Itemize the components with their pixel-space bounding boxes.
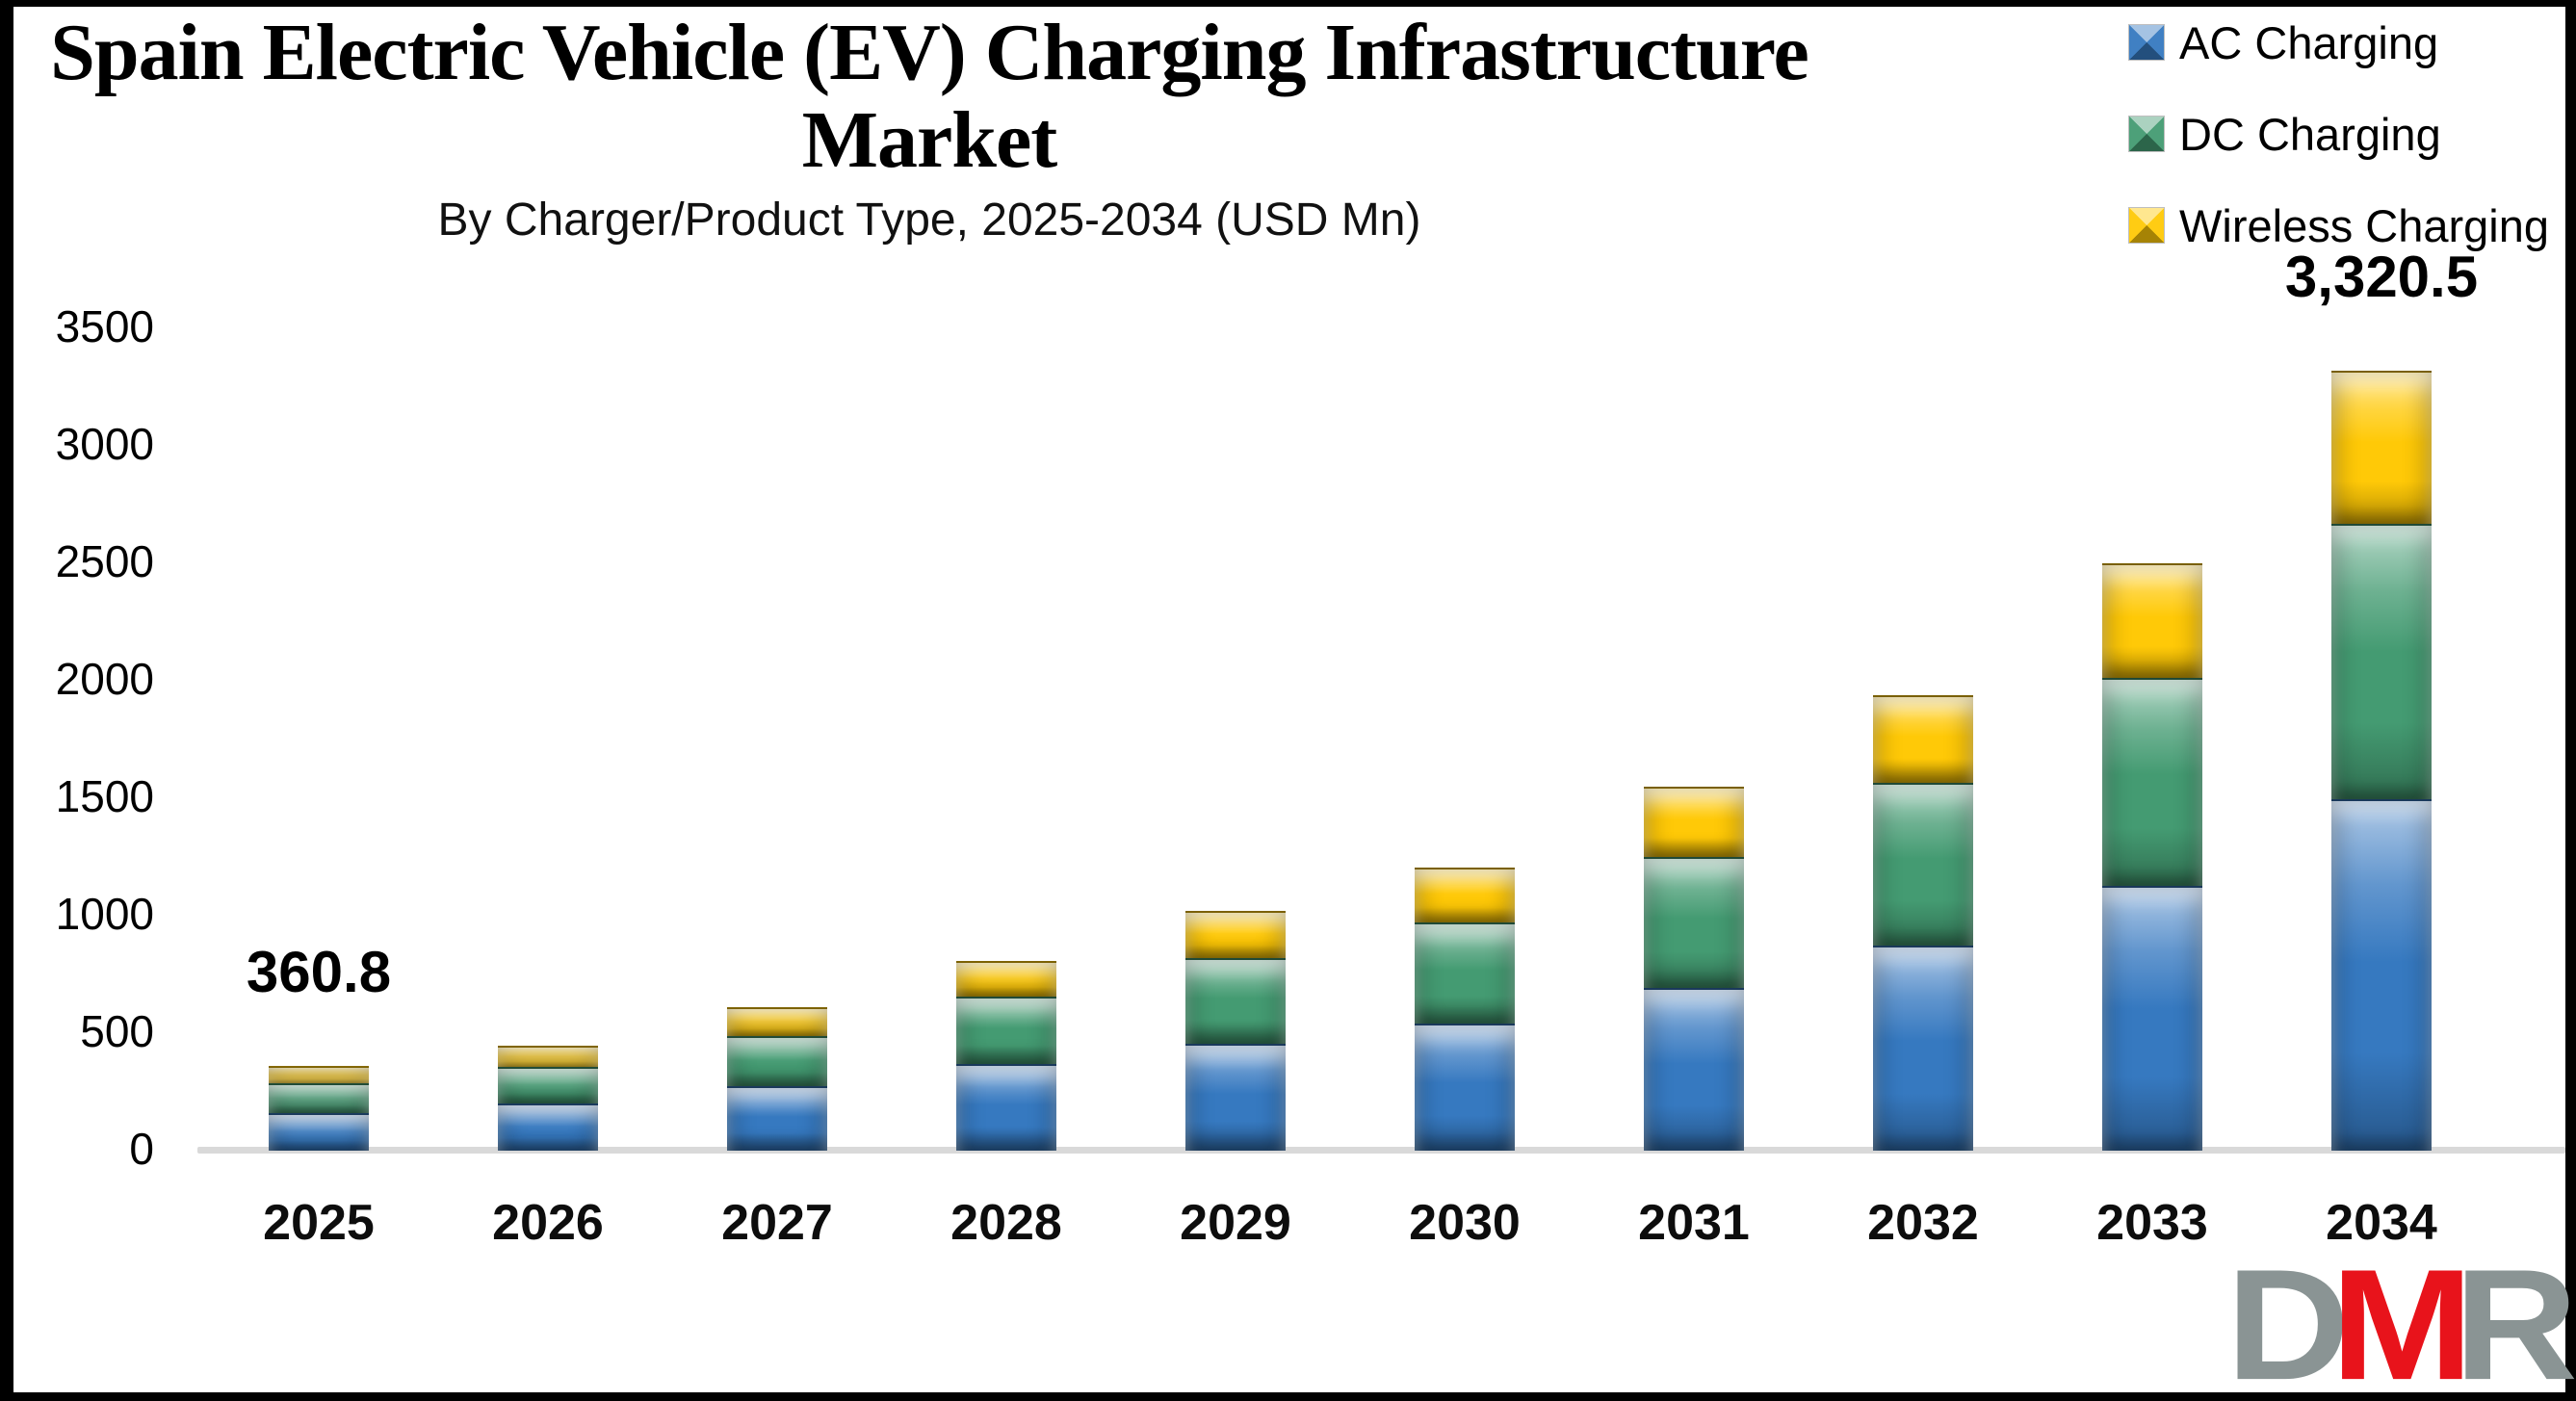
stacked-bar-2025 xyxy=(269,1066,369,1151)
x-axis-tick-label: 2029 xyxy=(1180,1195,1291,1251)
wireless-charging-segment xyxy=(1415,868,1515,923)
x-axis-tick-label: 2032 xyxy=(1867,1195,1979,1251)
wireless-charging-swatch-icon xyxy=(2128,207,2166,244)
legend-label: Wireless Charging xyxy=(2179,199,2549,251)
dc-charging-segment xyxy=(498,1067,598,1103)
chart-title: Spain Electric Vehicle (EV) Charging Inf… xyxy=(29,8,1830,185)
y-axis-tick-label: 2000 xyxy=(55,654,154,704)
chart-title-line1: Spain Electric Vehicle (EV) Charging Inf… xyxy=(50,8,1809,97)
stacked-bar-2032 xyxy=(1873,694,1973,1151)
ac-charging-segment xyxy=(956,1064,1056,1151)
stacked-bar-2028 xyxy=(956,960,1056,1151)
ac-charging-segment xyxy=(1644,987,1744,1151)
x-axis-tick-label: 2034 xyxy=(2326,1195,2437,1251)
dc-charging-segment xyxy=(1873,782,1973,947)
stacked-bar-2034 xyxy=(2331,370,2432,1151)
dc-charging-segment xyxy=(1415,922,1515,1025)
x-axis-tick-label: 2027 xyxy=(721,1195,833,1251)
x-axis-line xyxy=(197,1147,2565,1154)
stacked-bar-2033 xyxy=(2102,562,2202,1151)
stacked-bar-2026 xyxy=(498,1045,598,1151)
wireless-charging-segment xyxy=(727,1006,827,1036)
legend-label: DC Charging xyxy=(2179,108,2441,160)
x-axis-tick-label: 2025 xyxy=(263,1195,375,1251)
total-value-label-2034: 3,320.5 xyxy=(2284,244,2479,309)
wireless-charging-segment xyxy=(498,1045,598,1068)
ac-charging-segment xyxy=(2331,798,2432,1151)
ac-charging-segment xyxy=(1873,946,1973,1151)
stacked-bar-2030 xyxy=(1415,868,1515,1151)
wireless-charging-segment xyxy=(1185,911,1286,959)
ac-charging-segment xyxy=(1415,1024,1515,1151)
dc-charging-segment xyxy=(2102,677,2202,887)
stacked-bar-2031 xyxy=(1644,786,1744,1151)
ac-charging-segment xyxy=(2102,886,2202,1151)
x-axis-tick-label: 2026 xyxy=(492,1195,604,1251)
legend-label: AC Charging xyxy=(2179,16,2439,68)
dc-charging-segment xyxy=(1185,958,1286,1044)
legend: AC Charging DC Charging Wireless Chargin… xyxy=(2128,17,2549,251)
chart-title-line2: Market xyxy=(801,94,1058,185)
y-axis-tick-label: 2500 xyxy=(55,536,154,586)
x-axis-tick-label: 2031 xyxy=(1638,1195,1750,1251)
dc-charging-segment xyxy=(956,997,1056,1065)
x-axis-tick-label: 2028 xyxy=(950,1195,1062,1251)
y-axis-tick-label: 1500 xyxy=(55,771,154,821)
wireless-charging-segment xyxy=(269,1066,369,1083)
ac-charging-segment xyxy=(727,1086,827,1151)
wireless-charging-segment xyxy=(1873,694,1973,783)
logo-letter-m: M xyxy=(2330,1236,2473,1401)
logo-letter-d: D xyxy=(2225,1236,2350,1401)
legend-item-ac: AC Charging xyxy=(2128,17,2549,68)
stacked-bar-2029 xyxy=(1185,911,1286,1151)
ac-charging-segment xyxy=(1185,1043,1286,1151)
total-value-label-2025: 360.8 xyxy=(246,939,392,1004)
dc-charging-segment xyxy=(727,1035,827,1087)
stacked-bar-2027 xyxy=(727,1006,827,1151)
wireless-charging-segment xyxy=(2102,562,2202,678)
dc-charging-swatch-icon xyxy=(2128,116,2166,152)
ac-charging-swatch-icon xyxy=(2128,24,2166,61)
wireless-charging-segment xyxy=(2331,370,2432,525)
dc-charging-segment xyxy=(1644,857,1744,988)
wireless-charging-segment xyxy=(1644,786,1744,858)
ac-charging-segment xyxy=(498,1103,598,1151)
legend-item-wireless: Wireless Charging xyxy=(2128,200,2549,251)
y-axis-tick-label: 3000 xyxy=(55,419,154,469)
dc-charging-segment xyxy=(269,1082,369,1114)
x-axis-tick-label: 2033 xyxy=(2096,1195,2208,1251)
y-axis-tick-label: 3500 xyxy=(55,301,154,351)
logo-letter-r: R xyxy=(2454,1236,2576,1401)
y-axis-tick-label: 0 xyxy=(129,1124,154,1174)
title-block: Spain Electric Vehicle (EV) Charging Inf… xyxy=(29,8,1830,246)
x-axis-tick-label: 2030 xyxy=(1409,1195,1521,1251)
y-axis-tick-label: 500 xyxy=(80,1006,154,1056)
ac-charging-segment xyxy=(269,1113,369,1151)
legend-item-dc: DC Charging xyxy=(2128,109,2549,160)
wireless-charging-segment xyxy=(956,960,1056,998)
y-axis-tick-label: 1000 xyxy=(55,889,154,939)
dc-charging-segment xyxy=(2331,524,2432,799)
chart-subtitle: By Charger/Product Type, 2025-2034 (USD … xyxy=(437,195,1421,246)
